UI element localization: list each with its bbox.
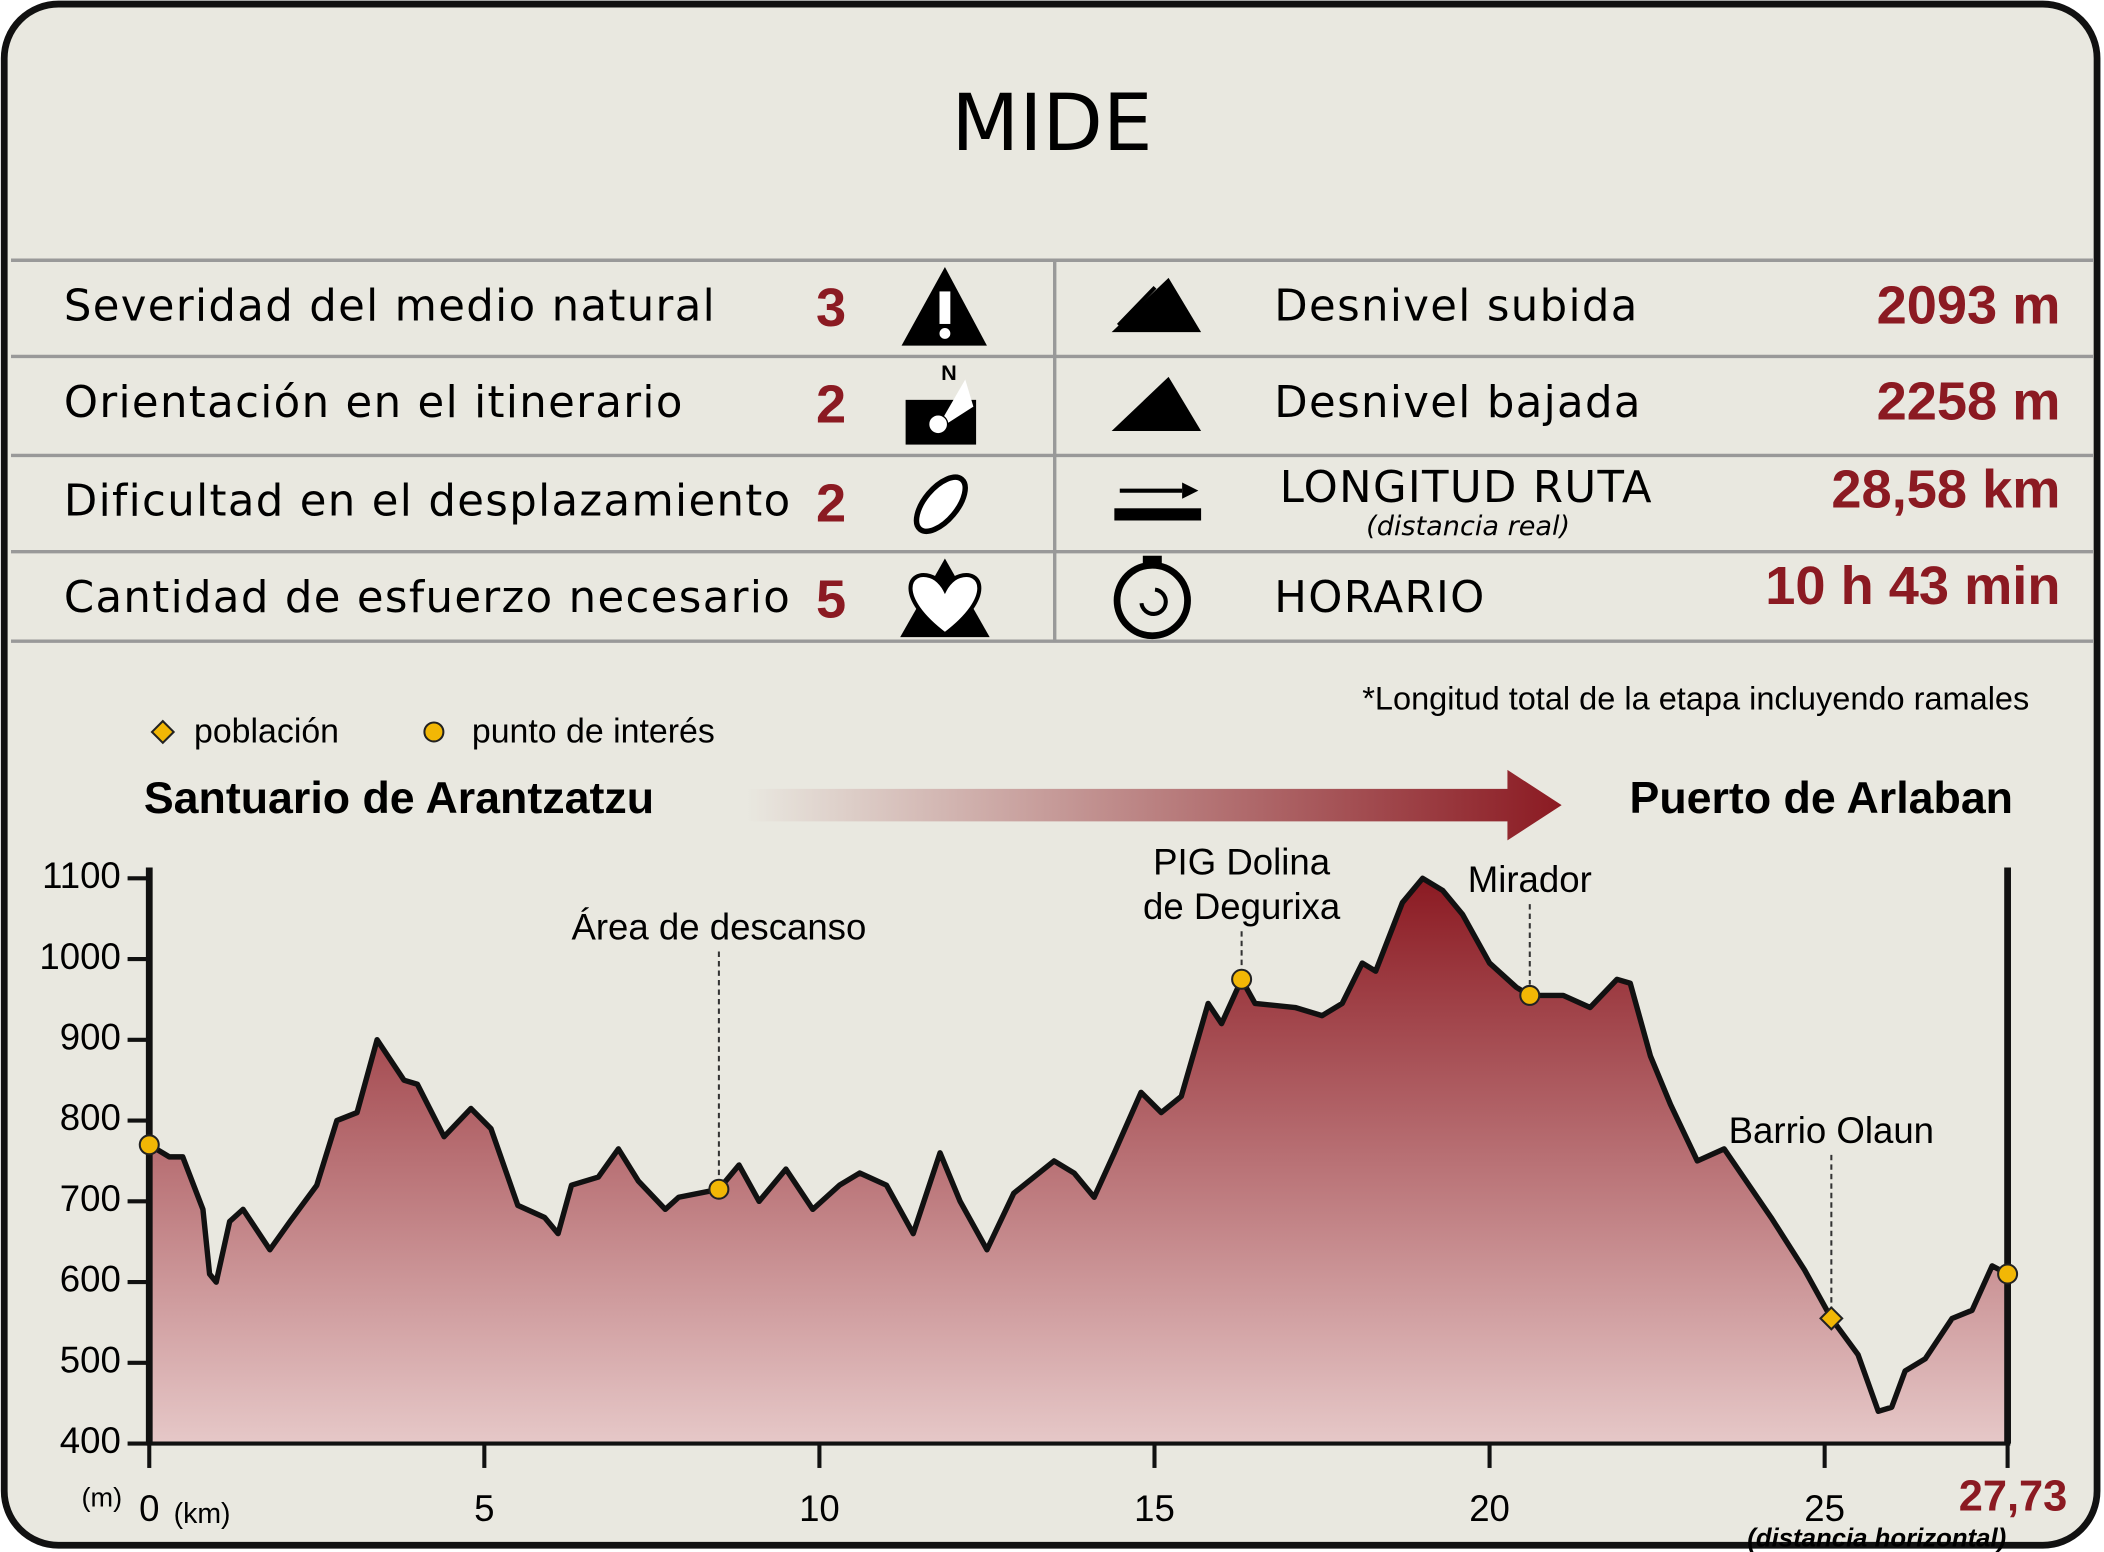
x-tick-label: 10 [799, 1488, 840, 1529]
route-arrow [745, 769, 1562, 841]
y-tick-label: 700 [60, 1178, 121, 1219]
elevation-area [149, 878, 2008, 1444]
icons: N [900, 267, 1202, 640]
marker [1231, 968, 1253, 990]
legend-symbol [150, 719, 176, 745]
criterion-value: 2 [816, 473, 846, 533]
stat-value: 28,58 km [1831, 460, 2060, 520]
marker [1819, 1306, 1844, 1331]
x-end-label: 27,73 [1959, 1473, 2068, 1521]
note: *Longitud total de la etapa incluyendo r… [1362, 680, 2029, 716]
y-tick-label: 800 [60, 1097, 121, 1138]
y-unit: (m) [82, 1481, 123, 1512]
stat-label: Desnivel subida [1274, 282, 1638, 332]
x-tick-label: 20 [1469, 1488, 1510, 1529]
x-label: (distancia horizontal) [1747, 1525, 2006, 1552]
legend-label: población [194, 712, 339, 750]
criterion-label: Orientación en el itinerario [64, 378, 684, 428]
y-tick-label: 1100 [42, 855, 121, 896]
x-tick-label: 5 [474, 1488, 494, 1529]
annotation: PIG Dolina [1153, 841, 1331, 882]
marker [138, 1134, 160, 1156]
elevation-line [147, 875, 2009, 1415]
x-tick-label: 15 [1134, 1488, 1175, 1529]
marker [708, 1178, 730, 1200]
stat-label: LONGITUD RUTA [1280, 463, 1653, 513]
stat-label: Desnivel bajada [1274, 378, 1641, 428]
legend-label: punto de interés [472, 712, 715, 750]
criterion-value: 5 [816, 569, 846, 629]
x-tick-label: 0 [139, 1488, 159, 1529]
y-tick-label: 900 [60, 1017, 121, 1058]
stat-value: 10 h 43 min [1765, 556, 2060, 616]
criterion-value: 3 [816, 278, 846, 338]
y-tick-label: 600 [60, 1259, 121, 1300]
marker [1519, 984, 1541, 1006]
criterion-value: 2 [816, 374, 846, 434]
annotation: Área de descanso [571, 907, 866, 948]
annotation: de Degurixa [1143, 886, 1341, 927]
route-from: Santuario de Arantzatzu [144, 774, 654, 823]
title: MIDE [951, 77, 1152, 169]
x-unit: (km) [174, 1498, 231, 1530]
stat-value: 2093 m [1877, 275, 2061, 335]
route-to: Puerto de Arlaban [1630, 774, 2013, 823]
stat-note: (distancia real) [1366, 511, 1570, 542]
criterion-label: Dificultad en el desplazamiento [64, 477, 792, 527]
marker [1997, 1263, 2019, 1285]
y-tick-label: 400 [60, 1420, 121, 1461]
x-tick-label: 25 [1804, 1488, 1845, 1529]
criterion-label: Severidad del medio natural [64, 282, 716, 332]
legend-symbol [423, 721, 445, 743]
annotation: Barrio Olaun [1729, 1110, 1934, 1151]
criterion-label: Cantidad de esfuerzo necesario [64, 573, 791, 623]
stat-label: HORARIO [1274, 573, 1485, 623]
table-lines [11, 258, 2093, 643]
stat-value: 2258 m [1877, 372, 2061, 432]
annotation: Mirador [1468, 859, 1592, 900]
y-tick-label: 1000 [39, 936, 120, 977]
y-tick-label: 500 [60, 1339, 121, 1380]
svg-text:N: N [941, 360, 957, 385]
